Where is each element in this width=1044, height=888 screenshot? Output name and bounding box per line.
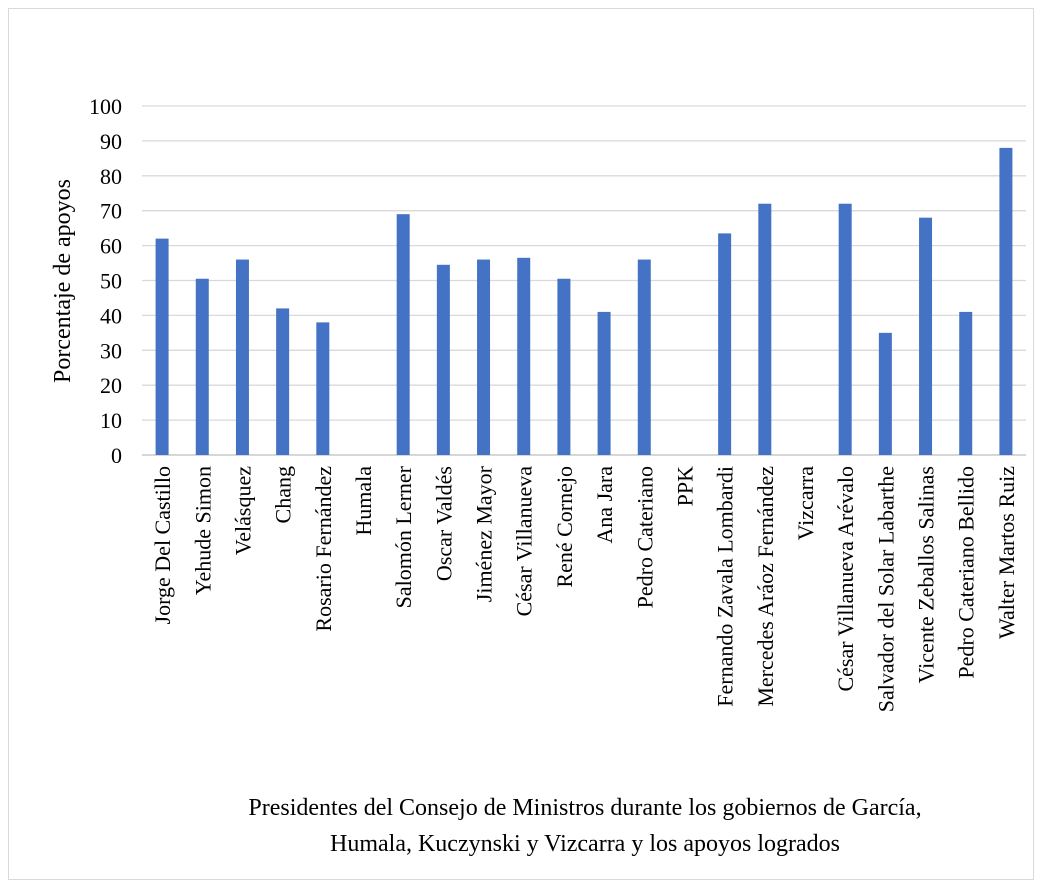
x-tick-label: Fernando Zavala Lombardi bbox=[713, 466, 738, 707]
bar bbox=[959, 311, 973, 455]
y-tick-label: 50 bbox=[100, 269, 122, 294]
x-tick-label: Yehude Simon bbox=[190, 466, 215, 595]
y-tick-label: 90 bbox=[100, 129, 122, 154]
bars bbox=[155, 147, 1013, 455]
bar bbox=[155, 238, 169, 455]
y-tick-label: 20 bbox=[100, 373, 122, 398]
bar bbox=[878, 332, 892, 455]
gridlines bbox=[142, 105, 1026, 456]
x-tick-label: Walter Martos Ruiz bbox=[994, 466, 1019, 639]
x-tick-label: Vicente Zeballos Salinas bbox=[914, 466, 939, 683]
y-tick-label: 40 bbox=[100, 303, 122, 328]
bar bbox=[436, 264, 450, 455]
bar bbox=[316, 322, 330, 455]
x-tick-label: Chang bbox=[271, 466, 296, 523]
bar bbox=[517, 257, 531, 455]
x-tick-label: César Villanueva Arévalo bbox=[833, 466, 858, 692]
x-tick-label: Pedro Cateriano bbox=[632, 466, 657, 608]
bar bbox=[235, 259, 249, 455]
bar bbox=[718, 233, 732, 455]
bar bbox=[637, 259, 651, 455]
x-tick-label: Velásquez bbox=[230, 466, 255, 555]
y-tick-label: 70 bbox=[100, 199, 122, 224]
x-tick-label: Humala bbox=[351, 466, 376, 536]
bar bbox=[477, 259, 491, 455]
bar bbox=[276, 308, 290, 455]
bar bbox=[195, 278, 209, 455]
x-axis-ticks: Jorge Del Castillo Yehude Simon Velásquez C… bbox=[150, 465, 1019, 712]
bar bbox=[557, 278, 571, 455]
y-tick-label: 30 bbox=[100, 338, 122, 363]
x-tick-label: Oscar Valdés bbox=[431, 466, 456, 581]
y-tick-label: 80 bbox=[100, 164, 122, 189]
x-tick-label: César Villanueva bbox=[512, 466, 537, 617]
x-tick-label: Jorge Del Castillo bbox=[150, 466, 175, 624]
bar bbox=[919, 217, 933, 455]
y-tick-label: 100 bbox=[89, 94, 122, 119]
x-tick-label: Rosario Fernández bbox=[311, 466, 336, 632]
bar bbox=[999, 147, 1013, 455]
x-tick-label: Mercedes Aráoz Fernández bbox=[753, 466, 778, 707]
x-tick-label: PPK bbox=[672, 466, 697, 506]
x-tick-label: Salvador del Solar Labarthe bbox=[873, 466, 898, 712]
y-tick-label: 60 bbox=[100, 234, 122, 259]
y-tick-label: 10 bbox=[100, 408, 122, 433]
x-tick-label: Ana Jara bbox=[592, 466, 617, 544]
y-axis-label: Porcentaje de apoyos bbox=[50, 179, 76, 383]
x-tick-label: Pedro Cateriano Bellido bbox=[954, 466, 979, 679]
x-axis-label-line-2: Humala, Kuczynski y Vizcarra y los apoyo… bbox=[330, 831, 840, 857]
bar bbox=[838, 203, 852, 455]
x-tick-label: Salomón Lerner bbox=[391, 465, 416, 608]
x-tick-label: Jiménez Mayor bbox=[472, 465, 497, 602]
y-tick-label: 0 bbox=[111, 443, 122, 468]
x-tick-label: René Cornejo bbox=[552, 466, 577, 588]
x-tick-label: Vizcarra bbox=[793, 466, 818, 541]
x-axis-label-line-1: Presidentes del Consejo de Ministros dur… bbox=[248, 795, 921, 821]
bar bbox=[597, 311, 611, 455]
bar bbox=[758, 203, 772, 455]
y-axis-ticks: 0 10 20 30 40 50 60 70 80 90 100 bbox=[89, 94, 122, 468]
bar bbox=[396, 214, 410, 455]
